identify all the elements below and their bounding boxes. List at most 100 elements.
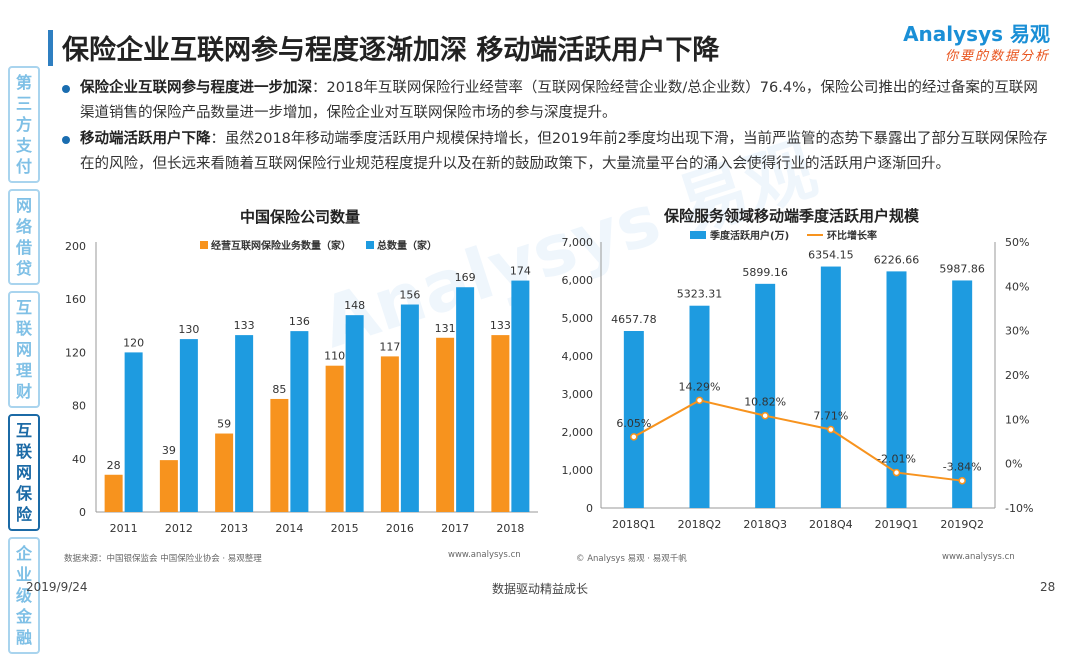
data-label: 136 <box>289 315 310 328</box>
right-y-tick-label: -10% <box>1005 502 1033 515</box>
sidebar-item-internet-insurance[interactable]: 互联网保险 <box>8 414 40 531</box>
bar <box>124 352 143 512</box>
legend-label: 环比增长率 <box>827 229 877 242</box>
x-tick-label: 2019Q1 <box>875 518 919 531</box>
line-data-label: 6.05% <box>616 417 651 430</box>
data-label: 117 <box>379 340 400 353</box>
sidebar-item-char: 付 <box>15 157 32 176</box>
bullet-item: 保险企业互联网参与程度进一步加深：2018年互联网保险行业经营率（互联网保险经营… <box>62 76 1052 126</box>
bar <box>235 335 254 512</box>
bar <box>511 280 530 512</box>
sidebar-item-char: 保 <box>15 484 32 503</box>
line-data-label: -2.01% <box>877 453 916 466</box>
bar-data-label: 5323.31 <box>677 288 723 301</box>
bar <box>380 356 399 512</box>
line-data-label: 7.71% <box>813 409 848 422</box>
line-data-label: 14.29% <box>679 380 721 393</box>
data-label: 174 <box>510 265 531 278</box>
footer-page-number: 28 <box>1040 580 1056 594</box>
line-point <box>695 396 704 405</box>
line-point <box>761 411 769 420</box>
bullet-head: 移动端活跃用户下降 <box>80 131 211 147</box>
left-y-tick-label: 1,000 <box>562 464 594 477</box>
sidebar-item-char: 网 <box>15 196 32 215</box>
bullet-body: ：虽然2018年移动端季度活跃用户规模保持增长，但2019年前2季度均出现下滑，… <box>80 131 1048 172</box>
bar <box>290 331 309 512</box>
bar <box>456 287 475 512</box>
bar-data-label: 6354.15 <box>808 249 854 262</box>
bar <box>215 433 234 512</box>
sidebar-item-char: 网 <box>15 340 32 359</box>
bar <box>436 337 455 512</box>
data-label: 39 <box>162 444 176 457</box>
data-label: 169 <box>455 271 476 284</box>
legend-label: 经营互联网保险业务数量（家） <box>211 239 351 252</box>
sidebar-item-char: 三 <box>15 94 32 113</box>
bar <box>400 304 419 512</box>
chart1-source: 数据来源：中国银保监会 中国保险业协会 · 易观整理 <box>64 554 262 564</box>
sidebar-item-char: 网 <box>15 463 32 482</box>
line-point <box>958 476 966 485</box>
summary-bullets: 保险企业互联网参与程度进一步加深：2018年互联网保险行业经营率（互联网保险经营… <box>62 76 1052 178</box>
bar <box>886 271 907 508</box>
sidebar-item-internet-wealth[interactable]: 互联网理财 <box>8 291 40 408</box>
footer-date: 2019/9/24 <box>26 580 88 594</box>
footer-slogan: 数据驱动精益成长 <box>492 582 589 596</box>
left-y-tick-label: 7,000 <box>562 236 594 249</box>
data-label: 133 <box>490 319 511 332</box>
sidebar-item-enterprise-finance[interactable]: 企业级金融 <box>8 537 40 654</box>
bullet-head: 保险企业互联网参与程度进一步加深 <box>80 80 312 96</box>
legend-swatch <box>690 231 706 239</box>
title-accent-bar <box>48 30 53 66</box>
data-label: 110 <box>324 350 345 363</box>
x-tick-label: 2012 <box>165 522 193 535</box>
sidebar-item-char: 支 <box>15 136 32 155</box>
sidebar-nav: 第三方支付 网络借贷 互联网理财 互联网保险 企业级金融 <box>8 66 44 660</box>
sidebar-item-char: 第 <box>15 73 32 92</box>
data-label: 85 <box>272 383 286 396</box>
data-label: 156 <box>399 289 420 302</box>
line-point <box>630 433 638 441</box>
legend-label: 季度活跃用户(万) <box>709 229 789 242</box>
bar <box>755 283 776 508</box>
data-label: 131 <box>435 322 456 335</box>
sidebar-item-third-party-payment[interactable]: 第三方支付 <box>8 66 40 183</box>
insurer-count-chart: 0 40 80 120 160 200 经营互联网保险业务数量（家） 总数量（家） 2011 28… <box>65 239 538 535</box>
bar <box>689 305 710 508</box>
sidebar-item-char: 融 <box>15 628 32 647</box>
sidebar-item-char: 理 <box>15 361 32 380</box>
left-y-tick-label: 0 <box>586 502 593 515</box>
bar <box>491 335 510 512</box>
legend-label: 总数量（家） <box>377 239 437 252</box>
line-point <box>892 468 901 477</box>
sidebar-item-p2p-lending[interactable]: 网络借贷 <box>8 189 40 285</box>
line-data-label: 10.82% <box>744 396 786 409</box>
logo-brand-a: A <box>903 22 919 46</box>
x-tick-label: 2015 <box>331 522 359 535</box>
left-y-tick-label: 3,000 <box>562 388 594 401</box>
bar <box>820 266 841 508</box>
y-tick-label: 80 <box>72 400 86 413</box>
bullet-item: 移动端活跃用户下降：虽然2018年移动端季度活跃用户规模保持增长，但2019年前… <box>62 127 1052 177</box>
x-tick-label: 2018Q3 <box>743 518 787 531</box>
sidebar-item-char: 财 <box>15 382 32 401</box>
bar <box>345 315 364 512</box>
right-y-tick-label: 50% <box>1005 236 1029 249</box>
bar <box>623 331 644 508</box>
bar <box>270 398 289 512</box>
x-tick-label: 2018Q1 <box>612 518 656 531</box>
line-point <box>827 425 835 434</box>
right-y-tick-label: 0% <box>1005 458 1022 471</box>
sidebar-item-char: 络 <box>15 217 32 236</box>
data-label: 120 <box>123 336 144 349</box>
bar-data-label: 5899.16 <box>742 266 788 279</box>
sidebar-item-char: 联 <box>15 442 32 461</box>
bar <box>159 460 178 512</box>
sidebar-item-char: 互 <box>15 298 32 317</box>
right-y-tick-label: 10% <box>1005 413 1029 426</box>
data-label: 130 <box>178 323 199 336</box>
x-tick-label: 2018Q2 <box>678 518 722 531</box>
logo-cn: 易观 <box>1010 22 1050 46</box>
sidebar-item-char: 险 <box>15 505 32 524</box>
y-tick-label: 0 <box>79 506 86 519</box>
